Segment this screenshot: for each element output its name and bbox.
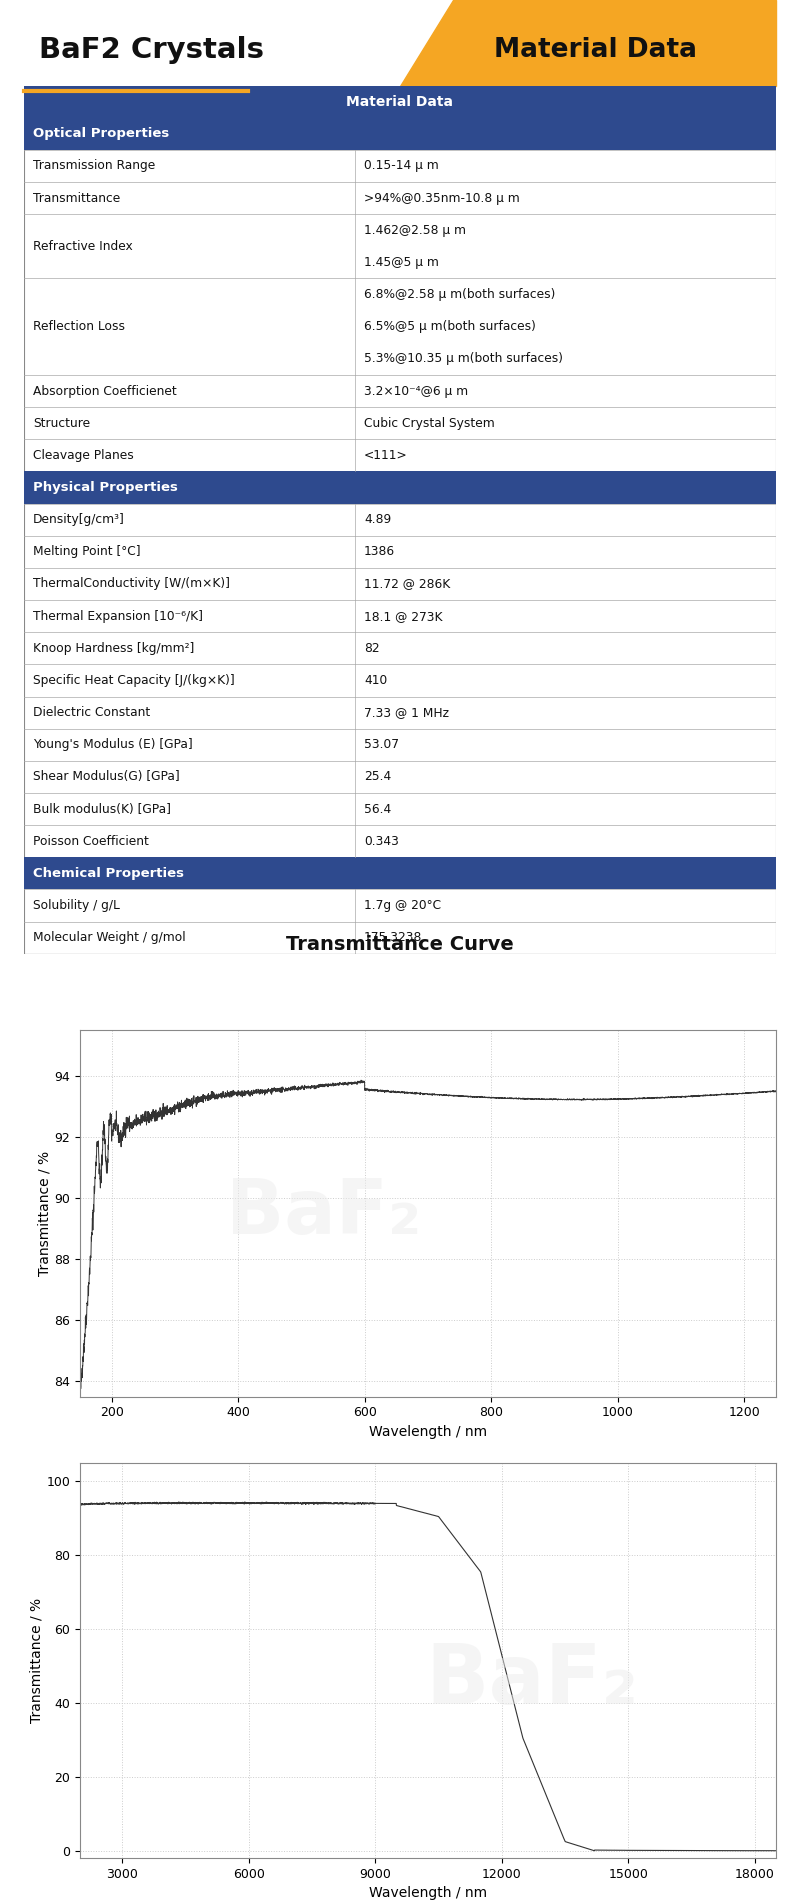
Y-axis label: Transmittance / %: Transmittance / % [38, 1151, 51, 1275]
Text: ThermalConductivity [W/(m×K)]: ThermalConductivity [W/(m×K)] [33, 578, 230, 591]
Text: Transmittance Curve: Transmittance Curve [286, 935, 514, 954]
X-axis label: Wavelength / nm: Wavelength / nm [369, 1425, 487, 1438]
Text: Knoop Hardness [kg/mm²]: Knoop Hardness [kg/mm²] [33, 642, 194, 656]
Text: 18.1 @ 273K: 18.1 @ 273K [364, 610, 442, 623]
Text: 56.4: 56.4 [364, 802, 391, 815]
Text: 175.3238: 175.3238 [364, 931, 422, 944]
Text: Bulk modulus(K) [GPa]: Bulk modulus(K) [GPa] [33, 802, 171, 815]
Bar [24, 118, 776, 150]
Text: Chemical Properties: Chemical Properties [33, 866, 184, 880]
Text: 1.462@2.58 μ m: 1.462@2.58 μ m [364, 224, 466, 238]
Text: Solubility / g/L: Solubility / g/L [33, 899, 120, 912]
Bar [24, 86, 776, 118]
Text: Specific Heat Capacity [J/(kg×K)]: Specific Heat Capacity [J/(kg×K)] [33, 674, 234, 688]
Text: Transmission Range: Transmission Range [33, 160, 155, 173]
Text: Material Data: Material Data [346, 95, 454, 108]
Text: 1.7g @ 20°C: 1.7g @ 20°C [364, 899, 441, 912]
Text: 25.4: 25.4 [364, 770, 391, 783]
Text: 1386: 1386 [364, 545, 395, 559]
Text: 3.2×10⁻⁴@6 μ m: 3.2×10⁻⁴@6 μ m [364, 384, 468, 397]
Text: 7.33 @ 1 MHz: 7.33 @ 1 MHz [364, 707, 449, 718]
X-axis label: Wavelength / nm: Wavelength / nm [369, 1887, 487, 1900]
Text: 5.3%@10.35 μ m(both surfaces): 5.3%@10.35 μ m(both surfaces) [364, 352, 563, 365]
Text: 0.15-14 μ m: 0.15-14 μ m [364, 160, 438, 173]
Text: Poisson Coefficient: Poisson Coefficient [33, 834, 149, 847]
Text: >94%@0.35nm-10.8 μ m: >94%@0.35nm-10.8 μ m [364, 192, 520, 205]
Text: Molecular Weight / g/mol: Molecular Weight / g/mol [33, 931, 186, 944]
Text: Transmittance: Transmittance [33, 192, 120, 205]
Text: Melting Point [°C]: Melting Point [°C] [33, 545, 141, 559]
Text: Cubic Crystal System: Cubic Crystal System [364, 416, 494, 429]
Text: 410: 410 [364, 674, 387, 688]
Text: 6.5%@5 μ m(both surfaces): 6.5%@5 μ m(both surfaces) [364, 321, 536, 332]
Text: Young's Modulus (E) [GPa]: Young's Modulus (E) [GPa] [33, 739, 193, 750]
Text: Absorption Coefficienet: Absorption Coefficienet [33, 384, 177, 397]
Text: 4.89: 4.89 [364, 513, 391, 526]
Bar [24, 857, 776, 889]
Text: 11.72 @ 286K: 11.72 @ 286K [364, 578, 450, 591]
Bar [24, 471, 776, 504]
Text: 53.07: 53.07 [364, 739, 399, 750]
Text: BaF₂: BaF₂ [426, 1640, 639, 1721]
Text: Density[g/cm³]: Density[g/cm³] [33, 513, 125, 526]
Text: Dielectric Constant: Dielectric Constant [33, 707, 150, 718]
Y-axis label: Transmittance / %: Transmittance / % [30, 1598, 44, 1723]
Text: Cleavage Planes: Cleavage Planes [33, 448, 134, 462]
Text: <111>: <111> [364, 448, 408, 462]
Text: BaF2 Crystals: BaF2 Crystals [39, 36, 264, 63]
Text: Physical Properties: Physical Properties [33, 481, 178, 494]
Polygon shape [400, 0, 776, 86]
Text: Material Data: Material Data [494, 36, 697, 63]
Text: Optical Properties: Optical Properties [33, 127, 170, 141]
Text: Structure: Structure [33, 416, 90, 429]
Text: Shear Modulus(G) [GPa]: Shear Modulus(G) [GPa] [33, 770, 180, 783]
Text: Reflection Loss: Reflection Loss [33, 321, 125, 332]
Text: 0.343: 0.343 [364, 834, 398, 847]
Text: BaF₂: BaF₂ [226, 1176, 422, 1250]
Text: 6.8%@2.58 μ m(both surfaces): 6.8%@2.58 μ m(both surfaces) [364, 289, 555, 300]
Text: Thermal Expansion [10⁻⁶/K]: Thermal Expansion [10⁻⁶/K] [33, 610, 203, 623]
Text: 1.45@5 μ m: 1.45@5 μ m [364, 256, 438, 270]
Text: Refractive Index: Refractive Index [33, 239, 133, 253]
Text: 82: 82 [364, 642, 379, 656]
